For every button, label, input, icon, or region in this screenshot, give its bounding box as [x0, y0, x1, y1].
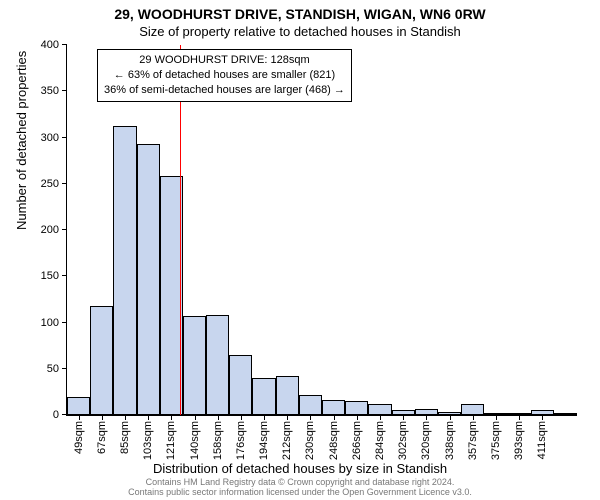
x-tick-mark	[125, 415, 126, 420]
x-tick-mark	[380, 415, 381, 420]
y-tick-label: 150	[41, 270, 67, 282]
annotation-line: ← 63% of detached houses are smaller (82…	[104, 68, 345, 83]
histogram-bar	[67, 397, 90, 416]
x-tick-mark	[195, 415, 196, 420]
y-tick-label: 400	[41, 39, 67, 51]
x-tick-label: 158sqm	[212, 421, 224, 460]
x-tick-mark	[241, 415, 242, 420]
x-tick-mark	[403, 415, 404, 420]
x-tick-label: 103sqm	[142, 421, 154, 460]
x-tick-label: 284sqm	[374, 421, 386, 460]
x-tick-mark	[218, 415, 219, 420]
y-axis-label: Number of detached properties	[14, 51, 29, 230]
x-tick-label: 212sqm	[281, 421, 293, 460]
x-tick-label: 320sqm	[420, 421, 432, 460]
x-tick-mark	[287, 415, 288, 420]
footer-line-1: Contains HM Land Registry data © Crown c…	[146, 477, 455, 487]
annotation-box: 29 WOODHURST DRIVE: 128sqm← 63% of detac…	[97, 49, 352, 102]
x-tick-label: 375sqm	[490, 421, 502, 460]
histogram-bar	[137, 144, 160, 415]
x-tick-label: 266sqm	[351, 421, 363, 460]
histogram-bar	[276, 376, 299, 415]
x-tick-label: 49sqm	[73, 421, 85, 454]
y-tick-label: 300	[41, 132, 67, 144]
x-tick-mark	[310, 415, 311, 420]
y-tick-label: 350	[41, 85, 67, 97]
y-tick-label: 0	[53, 409, 67, 421]
x-tick-label: 194sqm	[258, 421, 270, 460]
histogram-bar	[229, 355, 252, 415]
x-tick-mark	[357, 415, 358, 420]
chart-title-sub: Size of property relative to detached ho…	[0, 24, 600, 39]
x-tick-label: 121sqm	[165, 421, 177, 460]
histogram-bar	[113, 126, 136, 415]
annotation-line: 29 WOODHURST DRIVE: 128sqm	[104, 53, 345, 68]
x-tick-label: 176sqm	[235, 421, 247, 460]
x-tick-label: 411sqm	[536, 421, 548, 459]
x-tick-label: 302sqm	[397, 421, 409, 460]
chart-title-main: 29, WOODHURST DRIVE, STANDISH, WIGAN, WN…	[0, 6, 600, 22]
histogram-bar	[368, 404, 391, 415]
histogram-bar	[206, 315, 229, 415]
x-tick-label: 393sqm	[513, 421, 525, 460]
x-tick-mark	[473, 415, 474, 420]
histogram-bar	[90, 306, 113, 415]
histogram-bar	[554, 413, 577, 415]
x-tick-mark	[519, 415, 520, 420]
histogram-bar	[183, 316, 206, 415]
x-axis-label: Distribution of detached houses by size …	[0, 461, 600, 476]
histogram-bar	[299, 395, 322, 415]
x-tick-label: 230sqm	[304, 421, 316, 460]
footer-attribution: Contains HM Land Registry data © Crown c…	[0, 478, 600, 498]
x-tick-mark	[450, 415, 451, 420]
x-tick-label: 85sqm	[119, 421, 131, 454]
x-tick-mark	[148, 415, 149, 420]
histogram-bar	[322, 400, 345, 415]
x-tick-mark	[79, 415, 80, 420]
footer-line-2: Contains public sector information licen…	[128, 487, 472, 497]
y-tick-label: 250	[41, 178, 67, 190]
plot-area: 05010015020025030035040049sqm67sqm85sqm1…	[66, 45, 577, 416]
histogram-bar	[252, 378, 275, 415]
x-tick-mark	[102, 415, 103, 420]
x-tick-mark	[496, 415, 497, 420]
x-tick-label: 357sqm	[467, 421, 479, 460]
x-tick-label: 140sqm	[189, 421, 201, 460]
histogram-bar	[345, 401, 368, 415]
x-tick-mark	[334, 415, 335, 420]
annotation-line: 36% of semi-detached houses are larger (…	[104, 83, 345, 98]
x-tick-label: 248sqm	[328, 421, 340, 460]
x-tick-mark	[264, 415, 265, 420]
x-tick-mark	[171, 415, 172, 420]
x-tick-label: 67sqm	[96, 421, 108, 454]
y-tick-label: 50	[47, 363, 67, 375]
y-tick-label: 200	[41, 224, 67, 236]
y-tick-label: 100	[41, 317, 67, 329]
property-size-chart: 29, WOODHURST DRIVE, STANDISH, WIGAN, WN…	[0, 0, 600, 500]
histogram-bar	[461, 404, 484, 415]
x-tick-mark	[542, 415, 543, 420]
x-tick-mark	[426, 415, 427, 420]
x-tick-label: 338sqm	[444, 421, 456, 460]
